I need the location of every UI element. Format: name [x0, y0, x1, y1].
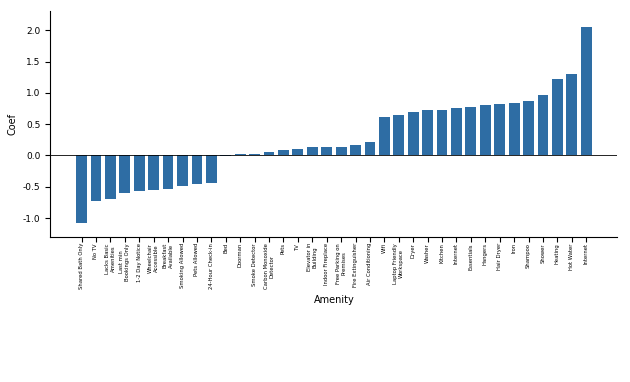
Bar	[292, 149, 303, 155]
Bar	[422, 110, 433, 155]
Bar	[105, 155, 116, 199]
Bar	[163, 155, 173, 189]
Bar	[365, 142, 375, 155]
Bar	[451, 108, 462, 155]
Bar	[278, 150, 289, 155]
Bar	[437, 110, 447, 155]
Bar	[393, 115, 404, 155]
Y-axis label: Coef: Coef	[8, 113, 18, 135]
Bar	[321, 147, 332, 155]
Bar	[263, 152, 275, 155]
Bar	[581, 27, 592, 155]
Bar	[91, 155, 101, 201]
Bar	[523, 101, 534, 155]
Bar	[307, 147, 318, 155]
Bar	[148, 155, 159, 190]
Bar	[134, 155, 145, 191]
X-axis label: Amenity: Amenity	[314, 295, 354, 305]
Bar	[408, 112, 418, 155]
Bar	[177, 155, 188, 186]
Bar	[249, 154, 260, 155]
Bar	[76, 155, 87, 223]
Bar	[537, 95, 548, 155]
Bar	[495, 104, 505, 155]
Bar	[508, 103, 520, 155]
Bar	[350, 145, 361, 155]
Bar	[566, 74, 577, 155]
Bar	[235, 154, 246, 155]
Bar	[336, 147, 347, 155]
Bar	[466, 107, 476, 155]
Bar	[379, 117, 390, 155]
Bar	[192, 155, 202, 184]
Bar	[120, 155, 130, 193]
Bar	[480, 105, 491, 155]
Bar	[206, 155, 217, 183]
Bar	[220, 155, 231, 156]
Bar	[552, 79, 563, 155]
